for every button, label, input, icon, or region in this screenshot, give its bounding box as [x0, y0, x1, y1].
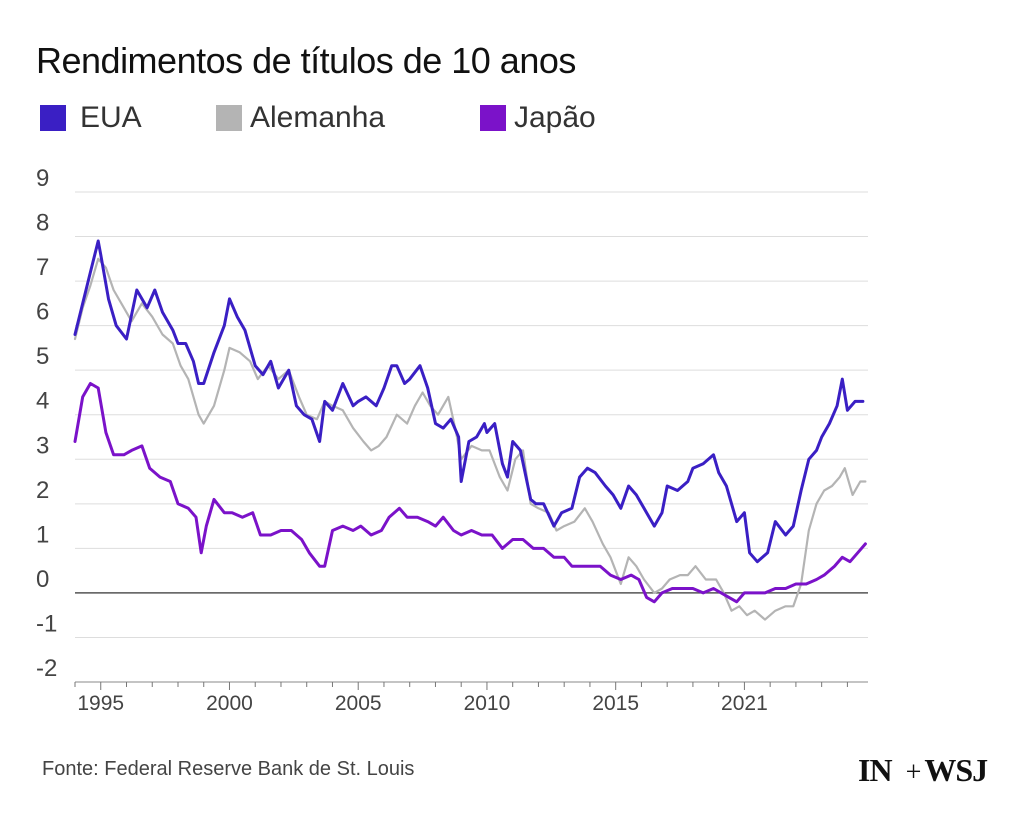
legend-item-alemanha: Alemanha — [216, 101, 385, 135]
x-tick-label: 2021 — [721, 692, 768, 715]
y-tick-label: 1 — [36, 521, 49, 548]
y-tick-label: 4 — [36, 388, 49, 415]
y-tick-label: 6 — [36, 299, 49, 326]
brand-plus: + — [905, 757, 922, 788]
series-line-eua — [73, 239, 865, 564]
legend-item-eua: EUA — [40, 101, 142, 135]
y-tick-label: 9 — [36, 165, 49, 192]
brand-wsj: WSJ — [924, 752, 988, 788]
y-tick-label: 8 — [36, 210, 49, 237]
y-tick-label: 0 — [36, 566, 49, 593]
y-tick-label: 3 — [36, 432, 49, 459]
y-tick-label: -1 — [36, 610, 57, 637]
legend-label-japao: Japão — [514, 101, 596, 134]
source-note: Fonte: Federal Reserve Bank de St. Louis — [42, 758, 415, 780]
brand-in: IN — [858, 752, 893, 788]
x-tick-label: 2015 — [592, 692, 639, 715]
y-tick-label: 2 — [36, 477, 49, 504]
y-tick-label: -2 — [36, 655, 57, 682]
legend-swatch-eua — [40, 105, 66, 131]
x-tick-label: 1995 — [77, 692, 124, 715]
y-tick-label: 5 — [36, 343, 49, 370]
series-line-alemanha — [73, 257, 867, 621]
legend-label-eua: EUA — [80, 101, 142, 134]
x-tick-label: 2000 — [206, 692, 253, 715]
x-tick-label: 2005 — [335, 692, 382, 715]
x-tick-label: 2010 — [464, 692, 511, 715]
chart-title: Rendimentos de títulos de 10 anos — [36, 40, 576, 81]
legend-swatch-japao — [480, 105, 506, 131]
legend-label-alemanha: Alemanha — [250, 101, 386, 134]
series-line-japao — [73, 382, 867, 604]
brand-logo: IN + WSJ — [858, 752, 988, 789]
legend-swatch-alemanha — [216, 105, 242, 131]
legend-item-japao: Japão — [480, 101, 596, 135]
y-tick-label: 7 — [36, 254, 49, 281]
